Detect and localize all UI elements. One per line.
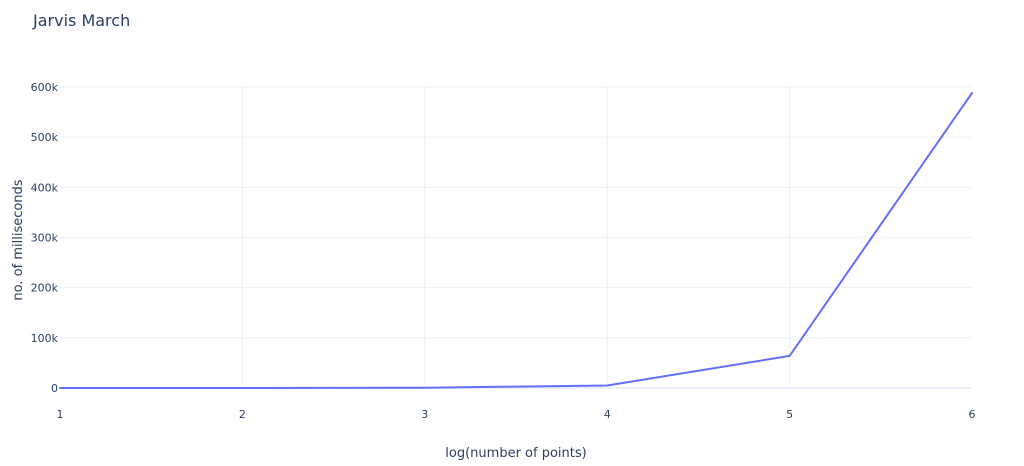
x-tick-label: 3 — [421, 408, 428, 421]
x-tick-label: 6 — [969, 408, 976, 421]
x-tick-label: 4 — [604, 408, 611, 421]
x-axis-ticks: 1 2 3 4 5 6 — [57, 408, 976, 421]
y-tick-label: 200k — [31, 282, 59, 295]
chart-title: Jarvis March — [32, 11, 130, 30]
y-axis-ticks: 0 100k 200k 300k 400k 500k 600k — [31, 81, 59, 395]
y-tick-label: 300k — [31, 232, 59, 245]
gridlines — [60, 86, 972, 389]
y-tick-label: 600k — [31, 81, 59, 94]
y-tick-label: 400k — [31, 181, 59, 194]
y-tick-label: 100k — [31, 332, 59, 345]
x-tick-label: 2 — [239, 408, 246, 421]
series-line-0 — [59, 92, 973, 389]
x-axis-title: log(number of points) — [445, 446, 586, 461]
x-tick-label: 5 — [786, 408, 793, 421]
y-tick-label: 500k — [31, 131, 59, 144]
y-axis-title: no. of milliseconds — [11, 179, 26, 300]
series-layer — [59, 92, 973, 389]
x-tick-label: 1 — [57, 408, 64, 421]
y-tick-label: 0 — [51, 382, 58, 395]
